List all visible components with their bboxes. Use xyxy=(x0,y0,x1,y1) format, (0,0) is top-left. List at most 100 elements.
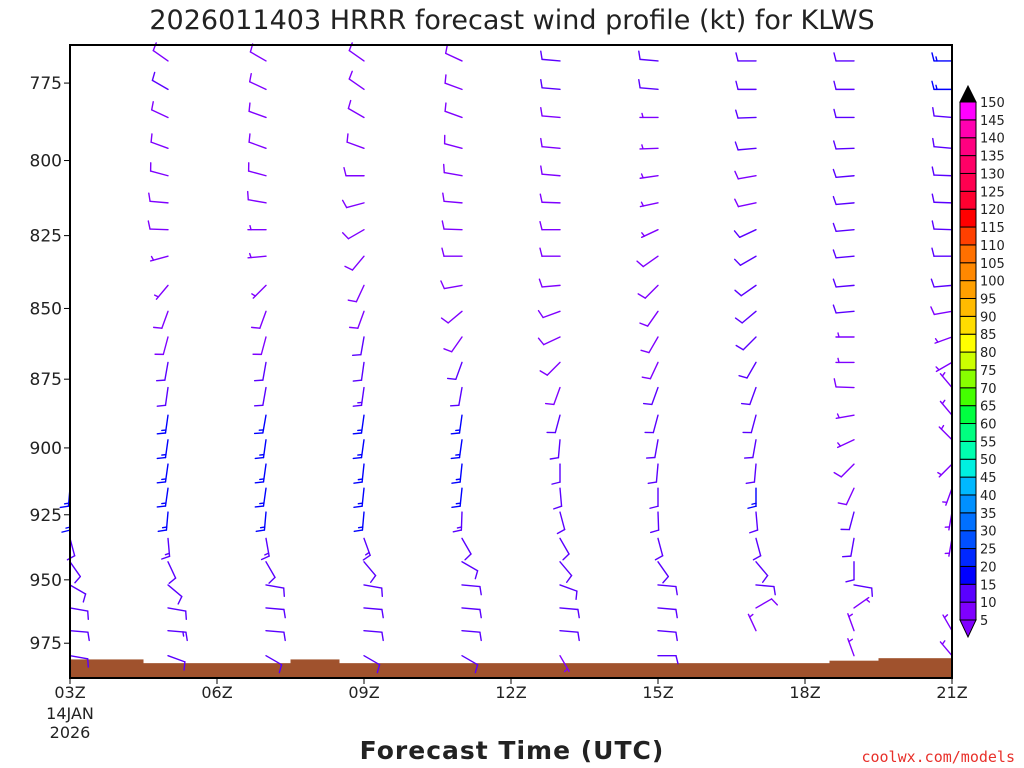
barb-staff xyxy=(559,511,566,531)
wind-barb xyxy=(841,537,855,558)
wind-barb xyxy=(443,134,463,150)
wind-barb xyxy=(749,511,759,534)
y-tick-label: 850 xyxy=(30,299,62,319)
barb-full-tick xyxy=(441,220,445,230)
wind-barb xyxy=(363,629,384,642)
barb-staff xyxy=(755,537,762,557)
barb-staff xyxy=(541,284,561,288)
barb-staff xyxy=(749,386,757,406)
barb-full-tick xyxy=(675,654,679,665)
barb-full-tick xyxy=(743,456,754,459)
barb-full-tick xyxy=(832,168,837,179)
barb-staff xyxy=(657,561,670,578)
barb-staff xyxy=(752,439,757,459)
barb-full-tick xyxy=(150,101,154,111)
wind-barb xyxy=(938,424,953,441)
barb-staff xyxy=(835,386,855,389)
barb-full-tick xyxy=(161,555,171,560)
barb-half-tick xyxy=(251,293,257,297)
colorbar-label: 10 xyxy=(980,596,997,611)
barb-full-tick xyxy=(930,278,935,288)
wind-barb xyxy=(654,537,664,561)
colorbar-bin xyxy=(959,369,977,389)
barb-staff xyxy=(447,310,463,324)
colorbar-label: 100 xyxy=(980,275,1005,290)
wind-barb xyxy=(351,336,365,357)
wind-barb xyxy=(69,629,90,642)
wind-barb xyxy=(148,192,169,204)
barb-full-tick xyxy=(833,471,842,478)
barb-full-tick xyxy=(352,456,363,460)
barb-staff xyxy=(167,561,177,579)
barb-staff xyxy=(559,584,578,592)
barb-staff xyxy=(443,142,463,150)
barb-full-tick xyxy=(770,598,779,606)
wind-barb xyxy=(733,255,757,266)
wind-barb xyxy=(265,629,286,642)
barb-staff xyxy=(835,310,855,314)
barb-full-tick xyxy=(832,249,837,259)
barb-staff xyxy=(347,107,365,119)
barb-full-tick xyxy=(832,278,837,288)
barb-full-tick xyxy=(474,570,479,580)
wind-barb xyxy=(250,310,267,329)
wind-barb xyxy=(734,310,757,324)
wind-barb xyxy=(539,220,561,231)
barb-half-tick xyxy=(249,224,252,231)
barb-half-tick xyxy=(837,442,842,447)
barb-staff xyxy=(657,537,664,557)
barb-half-tick xyxy=(848,638,853,643)
barb-full-tick xyxy=(773,585,776,596)
barb-full-tick xyxy=(871,587,874,598)
barb-staff xyxy=(461,537,472,555)
colorbar-label: 105 xyxy=(980,257,1005,272)
wind-barb xyxy=(639,112,659,119)
colorbar-bin xyxy=(959,583,977,603)
wind-barb xyxy=(640,228,659,239)
barb-staff xyxy=(737,147,757,151)
barb-half-tick xyxy=(259,526,266,529)
colorbar-bin xyxy=(959,280,977,299)
barb-full-tick xyxy=(638,78,641,89)
barb-full-tick xyxy=(254,505,265,508)
barb-full-tick xyxy=(66,555,76,561)
barb-half-tick xyxy=(836,413,840,419)
colorbar-bin xyxy=(959,512,977,532)
colorbar-bin xyxy=(959,172,977,192)
colorbar-label: 35 xyxy=(980,507,997,522)
barb-full-tick xyxy=(451,505,461,509)
wind-barb xyxy=(538,278,561,288)
barb-staff xyxy=(542,336,561,346)
ground-segment xyxy=(878,658,952,678)
barb-full-tick xyxy=(733,230,741,239)
barb-full-tick xyxy=(82,593,87,603)
barb-full-tick xyxy=(348,70,353,80)
colorbar-bin xyxy=(959,458,977,478)
barb-full-tick xyxy=(932,137,935,148)
x-tick-label: 21Z xyxy=(936,683,967,702)
barb-half-tick xyxy=(935,56,938,62)
barb-staff xyxy=(933,228,953,231)
barb-full-tick xyxy=(833,140,837,150)
wind-barb xyxy=(735,52,757,62)
credit-link[interactable]: coolwx.com/models xyxy=(861,748,1015,766)
barb-full-tick xyxy=(832,195,837,206)
wind-barb xyxy=(352,414,365,435)
barb-full-tick xyxy=(87,658,90,668)
barb-staff xyxy=(150,109,169,119)
barb-staff xyxy=(164,386,169,407)
colorbar-label: 145 xyxy=(980,114,1005,129)
wind-barb xyxy=(461,537,472,561)
wind-barb xyxy=(657,561,670,584)
barb-full-tick xyxy=(577,631,580,642)
barb-full-tick xyxy=(87,610,90,620)
barb-staff xyxy=(933,174,953,177)
chart-title: 2026011403 HRRR forecast wind profile (k… xyxy=(149,5,874,36)
barb-full-tick xyxy=(734,317,743,324)
colorbar-bin xyxy=(959,440,977,460)
wind-barb xyxy=(452,511,463,533)
barb-full-tick xyxy=(566,574,573,583)
barb-full-tick xyxy=(156,505,167,508)
wind-barb xyxy=(248,102,267,119)
barb-half-tick xyxy=(264,552,270,556)
